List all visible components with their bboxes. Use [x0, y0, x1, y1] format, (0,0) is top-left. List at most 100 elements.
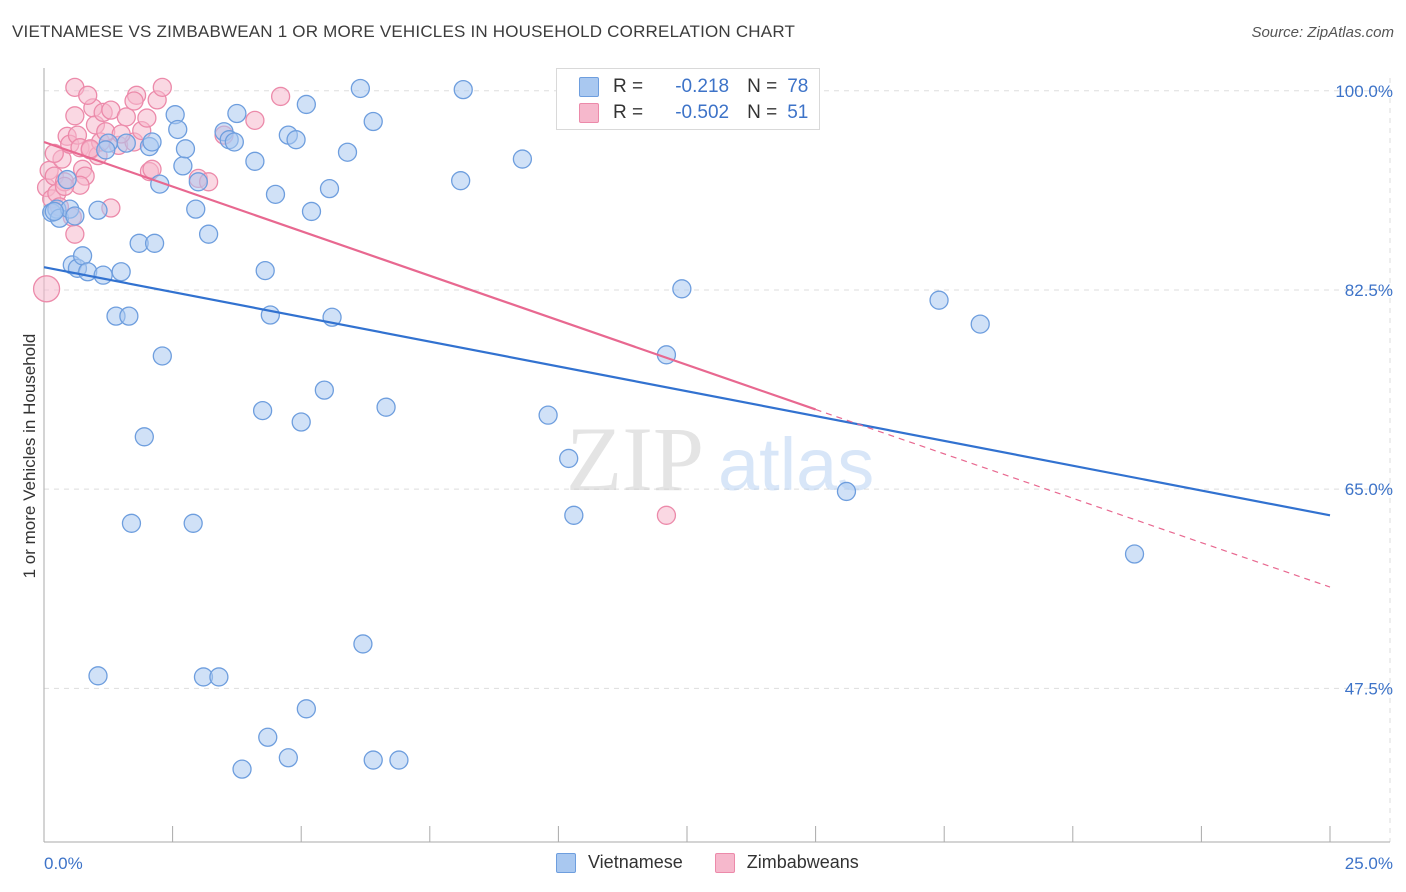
- vietnamese-point: [836, 481, 857, 502]
- vietnamese-point: [286, 130, 306, 150]
- vietnamese-point: [350, 78, 371, 99]
- vietnamese-point: [134, 427, 154, 447]
- vietnamese-point: [538, 405, 558, 425]
- vietnamese-point: [314, 380, 334, 400]
- gridlines: [44, 78, 1391, 842]
- y-axis-title: 1 or more Vehicles in Household: [20, 334, 39, 579]
- vietnamese-point: [232, 759, 252, 779]
- vietnamese-point: [57, 169, 77, 190]
- zimbabwean-point: [124, 91, 144, 111]
- vietnamese-point: [363, 750, 383, 770]
- vietnamese-point: [168, 119, 188, 140]
- vietnamese-point: [929, 290, 949, 310]
- n-label: N =: [747, 102, 778, 123]
- zimbabwean-point: [152, 77, 172, 97]
- vietnamese-point: [453, 79, 473, 100]
- vietnamese-point: [224, 132, 244, 152]
- chart-source: Source: ZipAtlas.com: [1251, 24, 1394, 41]
- vietnamese-point: [1124, 544, 1145, 564]
- vietnamese-point: [88, 200, 108, 220]
- vietnamese-point: [88, 666, 108, 686]
- vietnamese-point: [142, 132, 162, 152]
- vietnamese-point: [296, 94, 316, 115]
- vietnamese-point: [559, 448, 579, 469]
- chart-title: VIETNAMESE VS ZIMBABWEAN 1 OR MORE VEHIC…: [12, 22, 796, 41]
- tick-labels: 47.5% 65.0% 82.5% 100.0% 0.0% 25.0% 1 or more …: [20, 82, 1393, 873]
- vietnamese-point: [319, 179, 340, 199]
- n-value: 78: [787, 76, 809, 97]
- zimbabwean-point: [656, 505, 677, 525]
- vietnamese-point: [564, 505, 584, 525]
- zimbabwean-swatch: [714, 852, 735, 873]
- watermark: ZIP atlas: [566, 408, 874, 510]
- legend-row-zimbabwean: R = -0.502 N = 51: [579, 101, 808, 125]
- vietnamese-point: [301, 201, 322, 222]
- zimbabwean-point: [245, 110, 265, 131]
- vietnamese-point: [255, 260, 275, 281]
- r-label: R =: [613, 76, 644, 97]
- y-tick-label: 47.5%: [1345, 679, 1393, 698]
- vietnamese-point: [198, 224, 219, 244]
- y-tick-label: 65.0%: [1345, 480, 1393, 499]
- legend-label-vietnamese: Vietnamese: [588, 852, 683, 872]
- zimbabwean-trend-line: [43, 140, 816, 411]
- legend-row-vietnamese: R = -0.218 N = 78: [579, 75, 808, 99]
- series-legend: Vietnamese Zimbabweans: [556, 852, 891, 873]
- vietnamese-point: [278, 748, 298, 768]
- vietnamese-point: [144, 233, 165, 253]
- zimbabwean-point: [44, 143, 64, 164]
- legend-item-vietnamese: Vietnamese: [556, 852, 683, 873]
- r-value: -0.218: [675, 76, 730, 97]
- vietnamese-point: [353, 634, 373, 654]
- legend-item-zimbabweans: Zimbabweans: [714, 852, 859, 873]
- y-tick-label: 100.0%: [1335, 82, 1393, 101]
- zimbabwean-point: [116, 107, 136, 127]
- vietnamese-point: [96, 140, 116, 160]
- x-tick-label-max: 25.0%: [1345, 854, 1393, 873]
- zimbabwean-point: [270, 86, 291, 107]
- vietnamese-point: [111, 262, 131, 282]
- axes: [43, 68, 1390, 843]
- vietnamese-swatch: [556, 852, 576, 873]
- vietnamese-point: [245, 151, 265, 171]
- zimbabwean-point: [78, 85, 98, 105]
- r-value: -0.502: [675, 102, 730, 123]
- vietnamese-point: [209, 667, 229, 687]
- vietnamese-points: [42, 78, 1145, 779]
- watermark-zip: ZIP: [566, 408, 704, 510]
- vietnamese-point: [258, 727, 278, 747]
- correlation-legend: R = -0.218 N = 78 R = -0.502 N = 51: [556, 68, 820, 130]
- vietnamese-trend-line: [43, 266, 1331, 517]
- vietnamese-point: [121, 513, 142, 533]
- zimbabwean-point: [65, 106, 85, 126]
- vietnamese-point: [93, 265, 113, 285]
- vietnamese-point: [116, 133, 136, 153]
- vietnamese-point: [65, 206, 85, 226]
- vietnamese-point: [291, 412, 311, 432]
- zimbabwean-point: [137, 108, 157, 128]
- n-label: N =: [747, 76, 778, 97]
- legend-label-zimbabweans: Zimbabweans: [746, 852, 859, 872]
- vietnamese-point: [119, 306, 139, 326]
- x-tick-label-min: 0.0%: [44, 854, 83, 873]
- y-tick-label: 82.5%: [1345, 281, 1393, 300]
- trend-lines: [43, 140, 1331, 588]
- zimbabwean-point: [65, 224, 85, 244]
- vietnamese-point: [252, 400, 273, 421]
- zimbabwean-point: [32, 275, 61, 303]
- vietnamese-point: [389, 750, 409, 770]
- vietnamese-point: [72, 246, 93, 266]
- vietnamese-swatch: [579, 77, 599, 97]
- vietnamese-point: [337, 142, 358, 162]
- vietnamese-point: [672, 279, 692, 299]
- vietnamese-point: [376, 397, 396, 417]
- n-value: 51: [787, 102, 809, 123]
- vietnamese-point: [44, 201, 64, 222]
- zimbabwean-trend-extension: [815, 408, 1331, 588]
- vietnamese-point: [451, 171, 471, 191]
- vietnamese-point: [183, 513, 203, 533]
- vietnamese-point: [296, 699, 316, 719]
- vietnamese-point: [186, 199, 206, 219]
- vietnamese-point: [265, 184, 286, 204]
